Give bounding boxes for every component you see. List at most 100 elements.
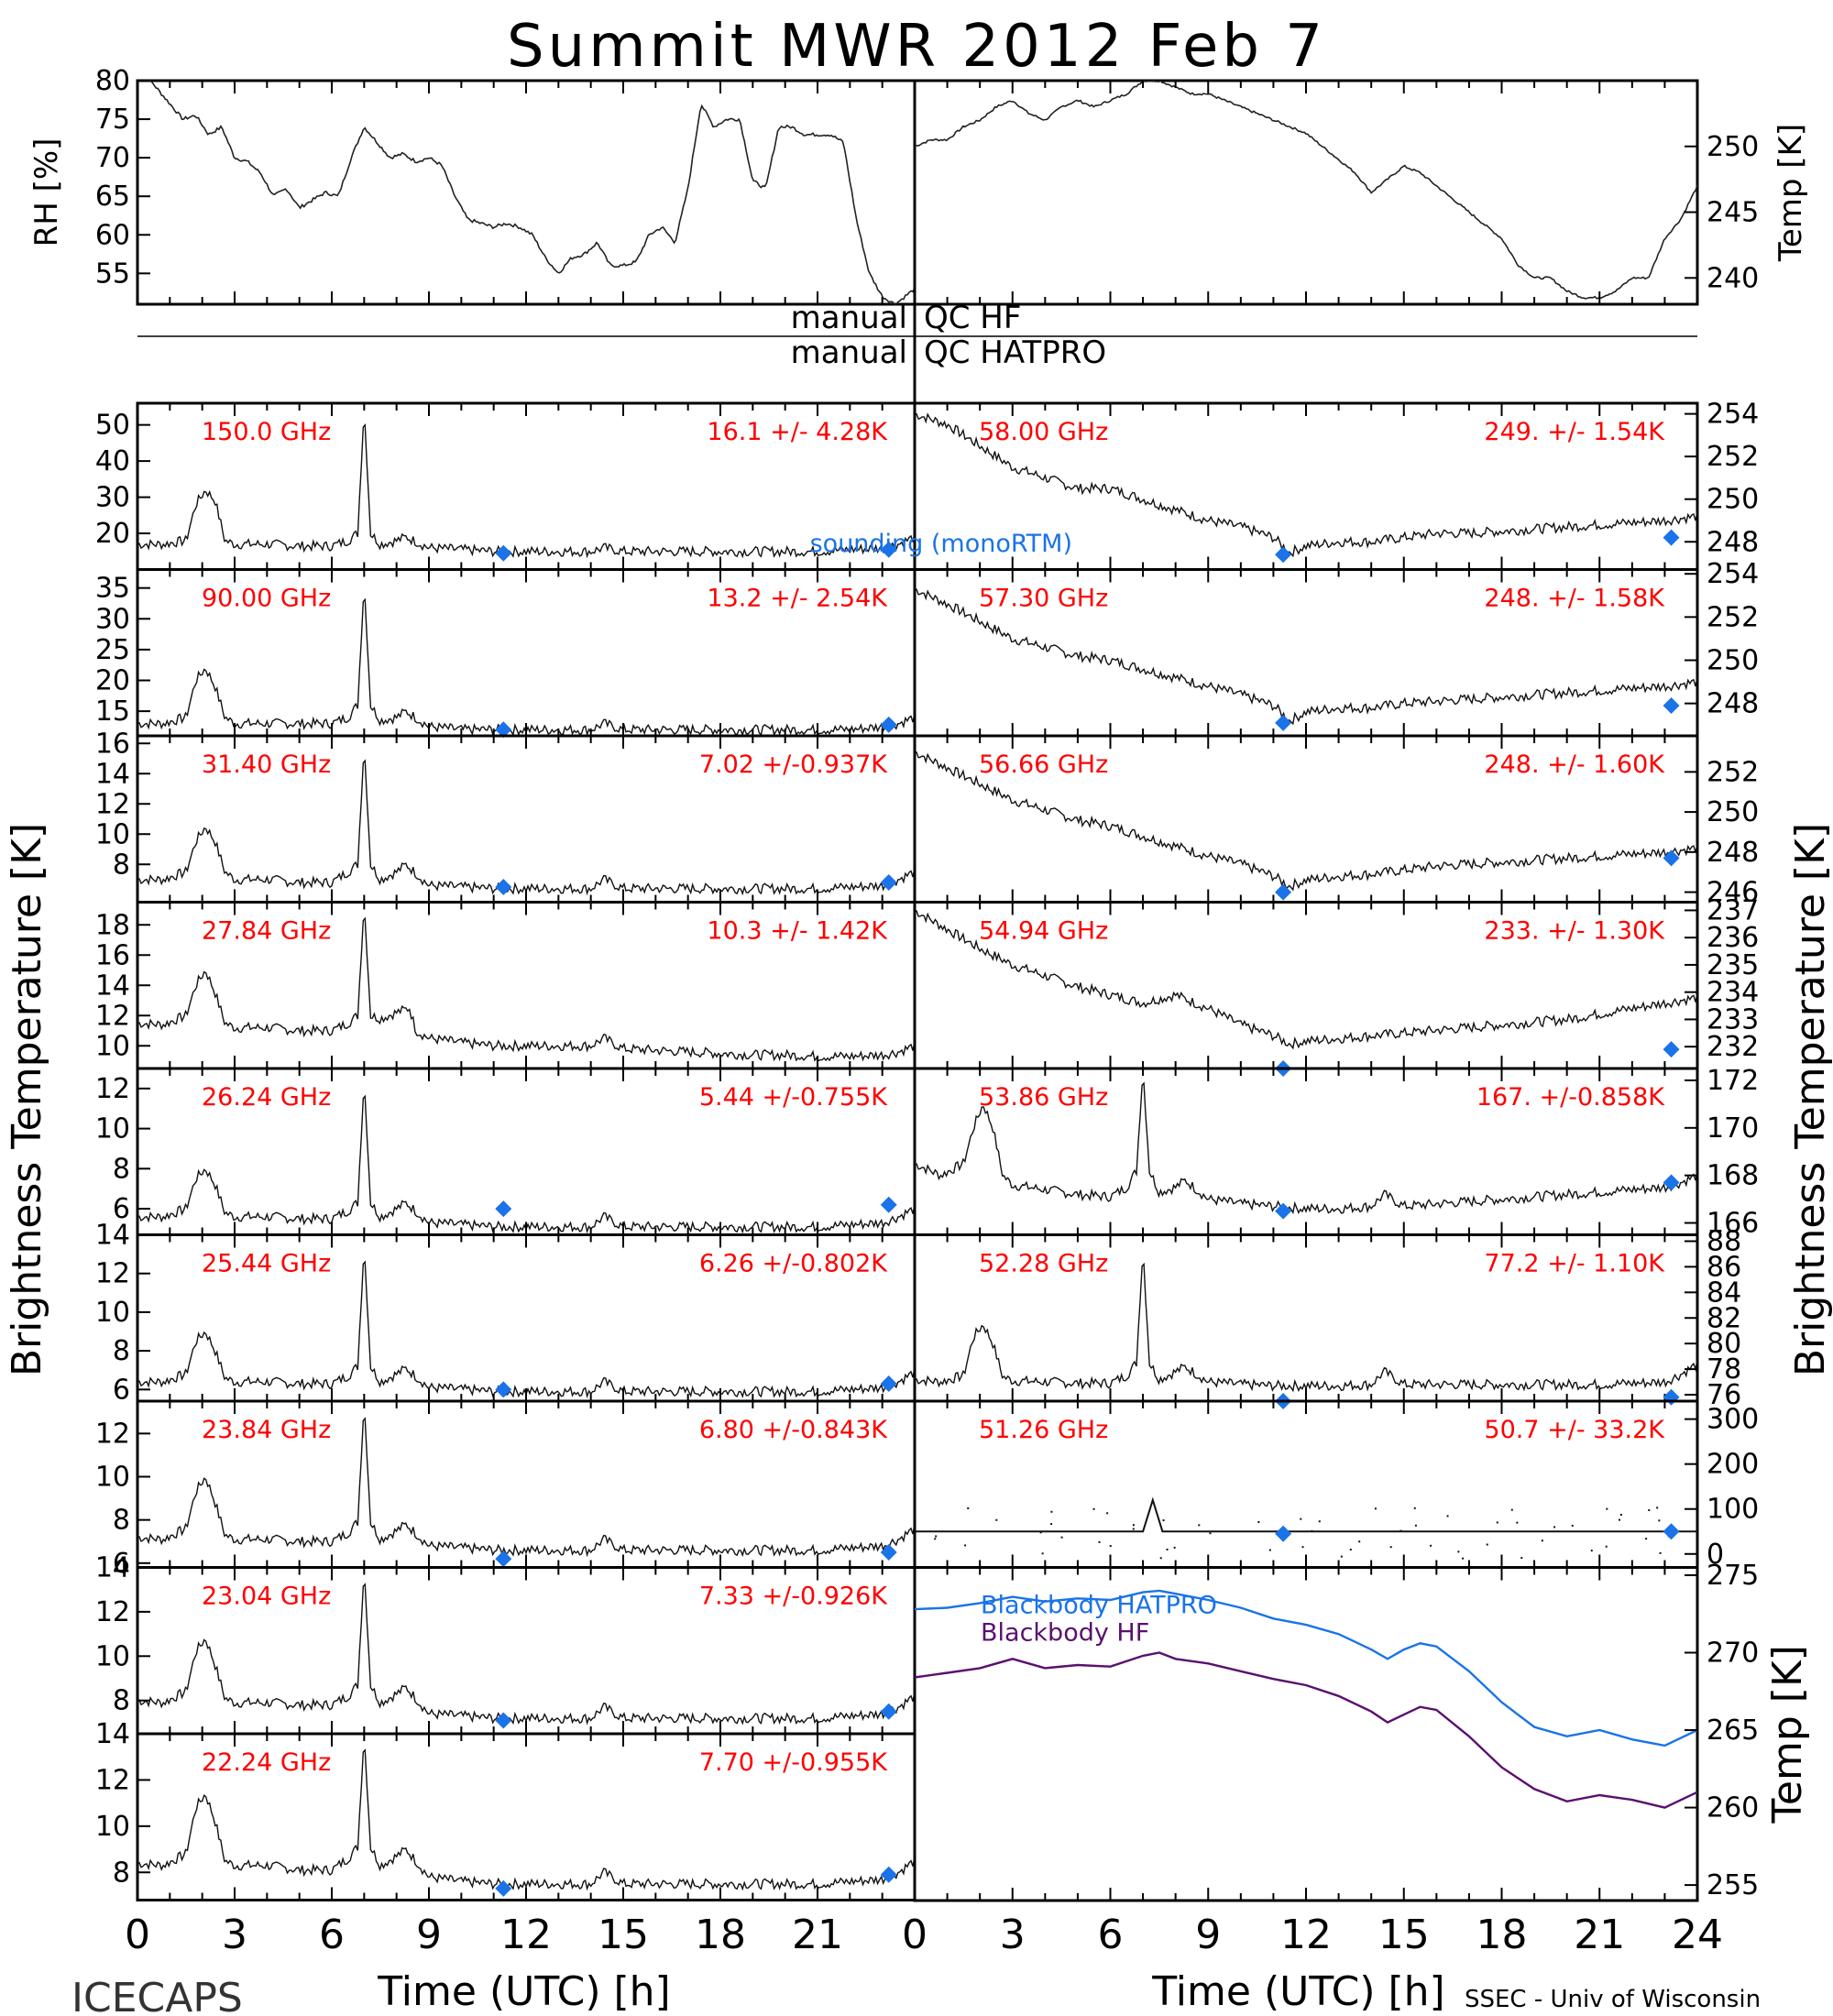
ch-51.26-scatter-dot — [1656, 1507, 1659, 1509]
ch-52.28-ytick-label: 82 — [1707, 1302, 1741, 1334]
ch-51.26-ytick-label: 300 — [1707, 1404, 1759, 1436]
footer-left-label: ICECAPS — [71, 1975, 243, 2016]
ch-26.24-sounding-marker — [880, 1196, 897, 1213]
right-xtick-label: 24 — [1672, 1912, 1723, 1958]
ch-51.26-scatter-dot — [1462, 1557, 1465, 1560]
ch-51.26-scatter-dot — [1132, 1524, 1135, 1527]
ch-51.26-scatter-dot — [1541, 1539, 1543, 1542]
left-xtick-label: 15 — [598, 1912, 649, 1958]
ch-23.84-frequency-label: 23.84 GHz — [202, 1416, 331, 1444]
ch-27.84-frequency-label: 27.84 GHz — [202, 917, 331, 946]
ch-51.26-scatter-dot — [995, 1518, 998, 1521]
ch-23.04-sounding-marker — [495, 1712, 512, 1729]
ch-22.24-sounding-marker — [880, 1866, 897, 1883]
ch-150-frequency-label: 150.0 GHz — [202, 418, 331, 446]
ch-51.26-scatter-dot — [1268, 1549, 1271, 1551]
ch-57.3-sounding-marker — [1275, 714, 1292, 731]
ch-23.04-ytick-label: 14 — [95, 1552, 130, 1584]
ch-26.24-series-line — [137, 1094, 916, 1234]
ch-52.28-ytick-label: 80 — [1707, 1328, 1741, 1360]
ch-51.26-scatter-dot — [1510, 1508, 1513, 1511]
ch-52.28-series-line — [914, 1262, 1698, 1393]
ch-25.44-ytick-label: 6 — [113, 1374, 130, 1406]
ch-51.26-ytick-label: 100 — [1707, 1494, 1759, 1526]
blackbody-series-line-0 — [914, 1589, 1698, 1748]
ch-26.24-ytick-label: 10 — [95, 1113, 130, 1145]
ch-51.26-scatter-dot — [1300, 1517, 1302, 1520]
temp-ylabel: Temp [K] — [1773, 124, 1809, 262]
ch-51.26-scatter-dot — [1413, 1507, 1416, 1509]
ch-26.24-stats-label: 5.44 +/-0.755K — [699, 1083, 888, 1112]
xlabel-right: Time (UTC) [h] — [1151, 1968, 1444, 2015]
ch-58-stats-label: 249. +/- 1.54K — [1484, 418, 1665, 446]
ch-25.44-series-line — [137, 1260, 916, 1399]
ch-31.4-series-line — [137, 759, 916, 896]
ch-90-ytick-label: 15 — [95, 696, 130, 728]
ch-51.26-scatter-dot — [1159, 1557, 1162, 1560]
ch-23.84-ytick-label: 12 — [95, 1418, 130, 1450]
ch-31.4-frequency-label: 31.40 GHz — [202, 751, 331, 779]
left-xtick-label: 21 — [792, 1912, 843, 1958]
ch-53.86-frequency-label: 53.86 GHz — [979, 1083, 1108, 1112]
ch-57.3-series-line — [914, 588, 1698, 726]
right-xtick-label: 3 — [1000, 1912, 1026, 1958]
ch-57.3-ytick-label: 248 — [1707, 688, 1759, 720]
ch-52.28-ytick-label: 84 — [1707, 1276, 1741, 1309]
ch-56.66-frequency-label: 56.66 GHz — [979, 751, 1108, 779]
ch-90-ytick-label: 35 — [95, 573, 130, 605]
ch-57.3-ytick-label: 252 — [1707, 601, 1759, 633]
temp-series-line — [914, 80, 1698, 300]
ch-54.94-series-line — [914, 909, 1698, 1050]
ch-22.24-ytick-label: 12 — [95, 1764, 130, 1796]
ch-26.24-sounding-marker — [495, 1200, 512, 1218]
ch-51.26-sounding-marker — [1663, 1523, 1680, 1540]
blackbody-legend-label-1: Blackbody HF — [981, 1619, 1149, 1648]
ch-56.66-stats-label: 248. +/- 1.60K — [1484, 751, 1665, 779]
ch-51.26-scatter-dot — [935, 1535, 938, 1538]
ch-150-ytick-label: 50 — [95, 410, 130, 442]
ch-51.26-scatter-dot — [1571, 1524, 1574, 1527]
blackbody-ytick-label: 255 — [1707, 1869, 1759, 1901]
ch-90-sounding-marker — [880, 716, 897, 733]
ch-23.04-ytick-label: 12 — [95, 1596, 130, 1628]
rh-ytick-label: 65 — [95, 181, 130, 213]
ch-23.84-sounding-marker — [495, 1550, 512, 1568]
ch-57.3-ytick-label: 250 — [1707, 645, 1759, 677]
ch-25.44-stats-label: 6.26 +/-0.802K — [699, 1250, 888, 1278]
qc-hatpro-label-left: manual — [791, 334, 907, 371]
ch-51.26-scatter-dot — [1619, 1518, 1621, 1521]
ch-90-sounding-marker — [495, 721, 512, 739]
ch-53.86-stats-label: 167. +/-0.858K — [1476, 1083, 1665, 1112]
ch-51.26-scatter-dot — [1553, 1526, 1556, 1528]
footer-right-label: SSEC - Univ of Wisconsin — [1465, 1986, 1761, 2013]
ch-51.26-scatter-dot — [1106, 1512, 1109, 1515]
ch-23.84-stats-label: 6.80 +/-0.843K — [699, 1416, 888, 1444]
ch-26.24-frequency-label: 26.24 GHz — [202, 1083, 331, 1112]
ch-25.44-ytick-label: 12 — [95, 1258, 130, 1290]
ch-25.44-frequency-label: 25.44 GHz — [202, 1250, 331, 1278]
left-xtick-label: 6 — [319, 1912, 345, 1958]
ch-51.26-scatter-dot — [1257, 1520, 1260, 1523]
ch-52.28-stats-label: 77.2 +/- 1.10K — [1484, 1250, 1665, 1278]
rh-ytick-label: 70 — [95, 142, 130, 174]
ch-51.26-scatter-dot — [1399, 1529, 1402, 1532]
ch-51.26-scatter-dot — [1648, 1509, 1651, 1512]
ch-51.26-frequency-label: 51.26 GHz — [979, 1416, 1108, 1444]
ch-51.26-scatter-dot — [1050, 1523, 1053, 1526]
ch-51.26-scatter-dot — [1318, 1520, 1321, 1523]
ch-23.84-ytick-label: 8 — [113, 1505, 130, 1537]
ch-23.84-ytick-label: 10 — [95, 1462, 130, 1494]
ch-52.28-ytick-label: 76 — [1707, 1379, 1741, 1411]
ch-51.26-scatter-dot — [1430, 1544, 1432, 1547]
temp-ytick-label: 240 — [1707, 262, 1759, 294]
left-side-ylabel: Brightness Temperature [K] — [4, 823, 50, 1376]
temp-ytick-label: 245 — [1707, 197, 1759, 229]
blackbody-ytick-label: 265 — [1707, 1715, 1759, 1747]
qc-hf-label-right: QC HF — [924, 300, 1021, 336]
ch-27.84-ytick-label: 12 — [95, 1000, 130, 1032]
ch-51.26-scatter-dot — [1349, 1549, 1352, 1551]
ch-51.26-scatter-dot — [1340, 1555, 1343, 1558]
ch-31.4-ytick-label: 16 — [95, 728, 130, 760]
ch-51.26-scatter-dot — [1659, 1551, 1662, 1554]
ch-51.26-ytick-label: 0 — [1707, 1539, 1724, 1571]
